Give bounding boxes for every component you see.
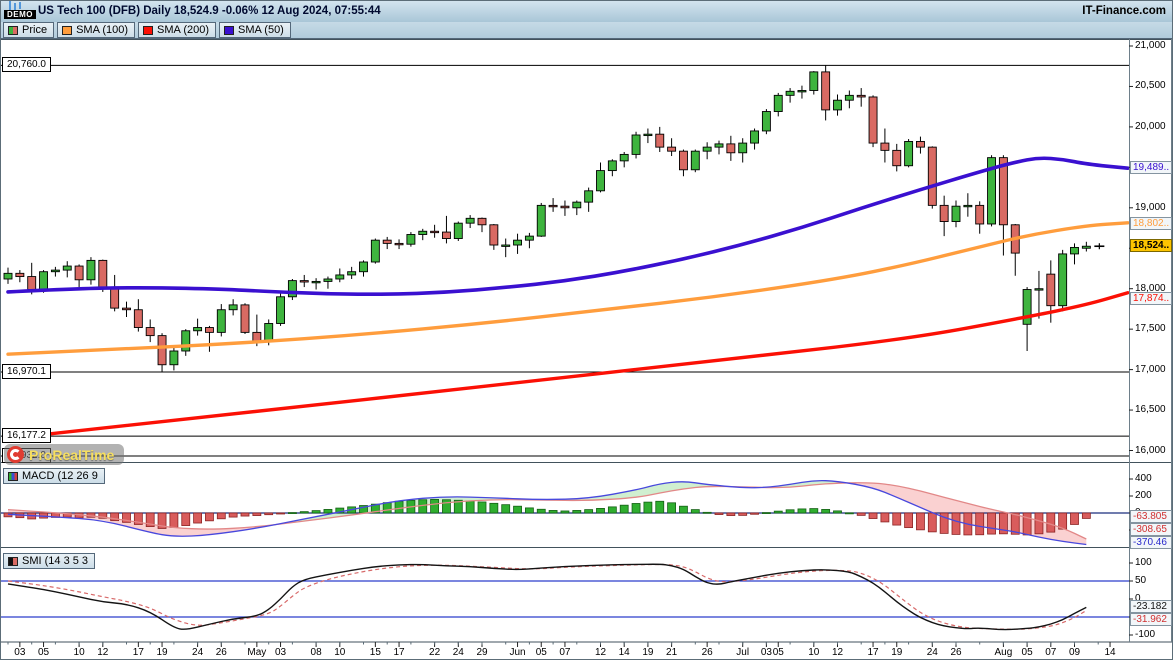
demo-badge: DEMO bbox=[4, 1, 36, 19]
smi-label-chip[interactable]: SMI (14 3 5 3 bbox=[3, 553, 96, 569]
prorealtime-logo-icon bbox=[7, 446, 24, 463]
prorealtime-text: ProRealTime bbox=[29, 446, 115, 463]
macd-label-chip[interactable]: MACD (12 26 9 bbox=[3, 468, 105, 484]
demo-label: DEMO bbox=[4, 10, 36, 19]
legend-sma200[interactable]: SMA (200) bbox=[138, 22, 216, 38]
title-bar: US Tech 100 (DFB) Daily 18,524.9 -0.06% … bbox=[1, 1, 1172, 22]
legend-sma100[interactable]: SMA (100) bbox=[57, 22, 136, 38]
legend-price-label: Price bbox=[22, 24, 48, 36]
sma100-icon bbox=[62, 25, 73, 35]
legend-sma50[interactable]: SMA (50) bbox=[219, 22, 291, 38]
legend-sma50-label: SMA (50) bbox=[238, 24, 284, 36]
macd-icon bbox=[8, 471, 18, 481]
legend-bar: Price SMA (100) SMA (200) SMA (50) bbox=[1, 22, 1172, 39]
sma200-icon bbox=[143, 25, 154, 35]
smi-icon bbox=[8, 556, 18, 566]
mini-candles-icon bbox=[9, 1, 21, 10]
price-series-icon bbox=[8, 25, 18, 35]
legend-price[interactable]: Price bbox=[3, 22, 55, 38]
legend-sma100-label: SMA (100) bbox=[76, 24, 129, 36]
smi-label: SMI (14 3 5 3 bbox=[22, 555, 89, 567]
sma50-icon bbox=[224, 25, 234, 35]
legend-sma200-label: SMA (200) bbox=[157, 24, 209, 36]
chart-title: US Tech 100 (DFB) Daily 18,524.9 -0.06% … bbox=[38, 5, 381, 17]
prorealtime-watermark: ProRealTime bbox=[4, 444, 125, 465]
macd-label: MACD (12 26 9 bbox=[22, 470, 98, 482]
brand-link[interactable]: IT-Finance.com bbox=[1082, 5, 1166, 17]
